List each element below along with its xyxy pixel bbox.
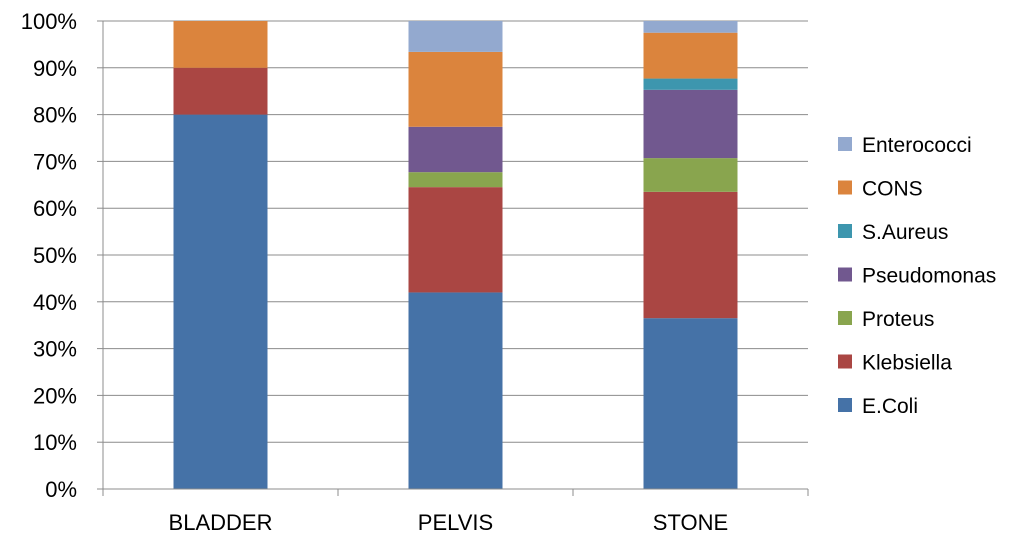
axes: [97, 20, 809, 496]
bar-segment-bladder-klebsiella: [173, 67, 268, 115]
y-tick-label: 90%: [33, 56, 77, 81]
legend-item-proteus: Proteus: [838, 308, 934, 331]
bar-segment-stone-e-coli: [643, 318, 738, 489]
bar-segment-pelvis-e-coli: [408, 292, 503, 489]
legend-label: S.Aureus: [862, 221, 948, 244]
y-tick-label: 60%: [33, 196, 77, 221]
legend-label: E.Coli: [862, 395, 918, 418]
x-tick-labels: BLADDER PELVIS STONE: [169, 510, 729, 535]
bar-segment-stone-cons: [643, 32, 738, 79]
bar-segment-pelvis-cons: [408, 51, 503, 127]
legend-swatch: [838, 137, 852, 151]
legend-label: Proteus: [862, 308, 934, 331]
x-tick-label-bladder: BLADDER: [169, 510, 273, 535]
y-tick-label: 10%: [33, 430, 77, 455]
legend-item-enterococci: Enterococci: [838, 134, 972, 157]
bar-segment-pelvis-proteus: [408, 172, 503, 188]
legend-item-s-aureus: S.Aureus: [838, 221, 948, 244]
legend-label: CONS: [862, 178, 923, 201]
legend-swatch: [838, 180, 852, 195]
legend-swatch: [838, 398, 852, 412]
legend-label: Pseudomonas: [862, 265, 996, 288]
bar-segment-stone-pseudomonas: [643, 89, 738, 159]
legend-swatch: [838, 311, 852, 325]
bars: [173, 21, 738, 489]
y-tick-label: 50%: [33, 243, 77, 268]
y-tick-label: 80%: [33, 103, 77, 128]
bar-segment-pelvis-enterococci: [408, 21, 503, 52]
y-tick-labels: 0% 10% 20% 30% 40% 50% 60% 70% 80% 90% 100%: [21, 9, 77, 502]
bar-segment-stone-proteus: [643, 158, 738, 192]
y-tick-label: 70%: [33, 149, 77, 174]
legend-item-cons: CONS: [838, 178, 923, 201]
bar-segment-pelvis-klebsiella: [408, 187, 503, 293]
x-tick-label-pelvis: PELVIS: [418, 510, 493, 535]
y-tick-label: 100%: [21, 9, 77, 34]
legend-swatch: [838, 224, 852, 238]
legend-swatch: [838, 267, 852, 282]
bar-segment-stone-s-aureus: [643, 78, 738, 90]
y-tick-label: 40%: [33, 290, 77, 315]
x-tick-label-stone: STONE: [653, 510, 728, 535]
bar-segment-bladder-cons: [173, 21, 268, 68]
legend-label: Enterococci: [862, 134, 972, 157]
legend-item-pseudomonas: Pseudomonas: [838, 265, 996, 288]
legend-swatch: [838, 354, 852, 369]
y-tick-label: 0%: [45, 477, 77, 502]
y-tick-label: 30%: [33, 337, 77, 362]
bar-segment-stone-enterococci: [643, 21, 738, 33]
legend-item-klebsiella: Klebsiella: [838, 352, 952, 375]
y-tick-label: 20%: [33, 383, 77, 408]
legend-item-e-coli: E.Coli: [838, 395, 918, 418]
legend-label: Klebsiella: [862, 352, 952, 375]
bar-segment-pelvis-pseudomonas: [408, 126, 503, 173]
bar-segment-bladder-e-coli: [173, 114, 268, 489]
bar-segment-stone-klebsiella: [643, 191, 738, 319]
legend: Enterococci CONS S.Aureus Pseudomonas Proteu…: [838, 134, 996, 418]
